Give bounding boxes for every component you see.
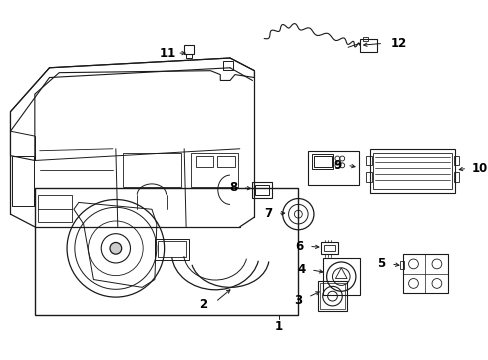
- Bar: [186, 54, 192, 58]
- Bar: [35, 188, 298, 315]
- Bar: [323, 246, 335, 251]
- Text: 9: 9: [332, 159, 341, 172]
- Text: 1: 1: [274, 320, 282, 333]
- Text: 5: 5: [376, 257, 385, 270]
- Bar: [12, 156, 34, 206]
- Bar: [399, 261, 403, 269]
- Text: 7: 7: [264, 207, 272, 220]
- Bar: [311, 154, 333, 169]
- Bar: [365, 156, 371, 165]
- Bar: [122, 153, 181, 187]
- Bar: [255, 185, 268, 195]
- Bar: [252, 182, 271, 198]
- Bar: [320, 242, 338, 254]
- Bar: [452, 172, 458, 182]
- Bar: [158, 242, 186, 257]
- Bar: [155, 239, 189, 260]
- Bar: [365, 172, 371, 182]
- Text: 4: 4: [297, 263, 305, 276]
- Bar: [359, 40, 377, 52]
- Bar: [452, 156, 458, 165]
- Bar: [319, 283, 345, 309]
- Bar: [362, 37, 367, 41]
- Bar: [402, 254, 447, 293]
- Bar: [369, 149, 454, 193]
- Bar: [196, 156, 213, 167]
- Bar: [313, 156, 331, 167]
- Bar: [373, 153, 450, 189]
- Bar: [307, 151, 358, 185]
- Text: 8: 8: [228, 181, 237, 194]
- Bar: [317, 282, 346, 311]
- Bar: [223, 61, 232, 70]
- Text: 11: 11: [159, 47, 175, 60]
- Text: 6: 6: [295, 240, 303, 253]
- Text: 10: 10: [471, 162, 488, 175]
- Text: 2: 2: [198, 298, 206, 311]
- Bar: [38, 195, 72, 222]
- Bar: [191, 153, 237, 187]
- Circle shape: [110, 242, 122, 254]
- Text: 3: 3: [294, 293, 302, 306]
- Bar: [184, 45, 194, 54]
- Bar: [217, 156, 234, 167]
- Text: 12: 12: [390, 37, 407, 50]
- Bar: [322, 258, 359, 295]
